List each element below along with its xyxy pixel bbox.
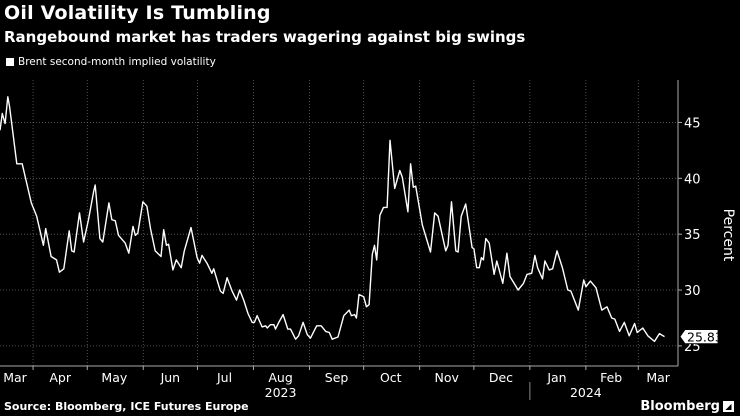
x-tick-label: Dec bbox=[489, 370, 513, 385]
series-line bbox=[0, 96, 665, 343]
x-tick-label: Feb bbox=[600, 370, 622, 385]
last-value-box bbox=[679, 329, 719, 345]
y-tick-label: 30 bbox=[684, 284, 701, 299]
x-tick-label: May bbox=[101, 370, 127, 385]
bloomberg-logo-mark-icon: ◢ bbox=[723, 401, 734, 412]
chart-subtitle: Rangebound market has traders wagering a… bbox=[4, 28, 526, 46]
x-tick-label: Mar bbox=[3, 370, 27, 385]
x-tick-label: Jan bbox=[546, 370, 566, 385]
year-label: 2024 bbox=[570, 385, 602, 400]
axes bbox=[0, 80, 682, 400]
x-tick-label: Nov bbox=[435, 370, 460, 385]
x-tick-label: Aug bbox=[268, 370, 292, 385]
y-tick-label: 35 bbox=[684, 228, 701, 243]
year-label: 2023 bbox=[265, 385, 297, 400]
chart-title: Oil Volatility Is Tumbling bbox=[4, 2, 271, 24]
last-value-label: 25.83 bbox=[687, 330, 723, 345]
x-tick-label: Jul bbox=[216, 370, 232, 385]
gridlines bbox=[0, 80, 678, 366]
legend-swatch bbox=[6, 58, 14, 66]
x-tick-label: Jun bbox=[160, 370, 181, 385]
x-tick-label: Apr bbox=[49, 370, 71, 385]
legend: Brent second-month implied volatility bbox=[6, 56, 216, 68]
legend-label: Brent second-month implied volatility bbox=[18, 56, 216, 68]
last-value-marker: 25.83 bbox=[679, 329, 723, 345]
bloomberg-logo: Bloomberg bbox=[640, 399, 720, 414]
source-note: Source: Bloomberg, ICE Futures Europe bbox=[4, 400, 249, 413]
x-tick-label: Oct bbox=[380, 370, 402, 385]
y-tick-label: 40 bbox=[684, 172, 701, 187]
x-tick-label: Mar bbox=[646, 370, 670, 385]
y-axis-label: Percent bbox=[720, 209, 736, 262]
x-tick-label: Sep bbox=[325, 370, 349, 385]
y-tick-label: 45 bbox=[684, 116, 701, 131]
